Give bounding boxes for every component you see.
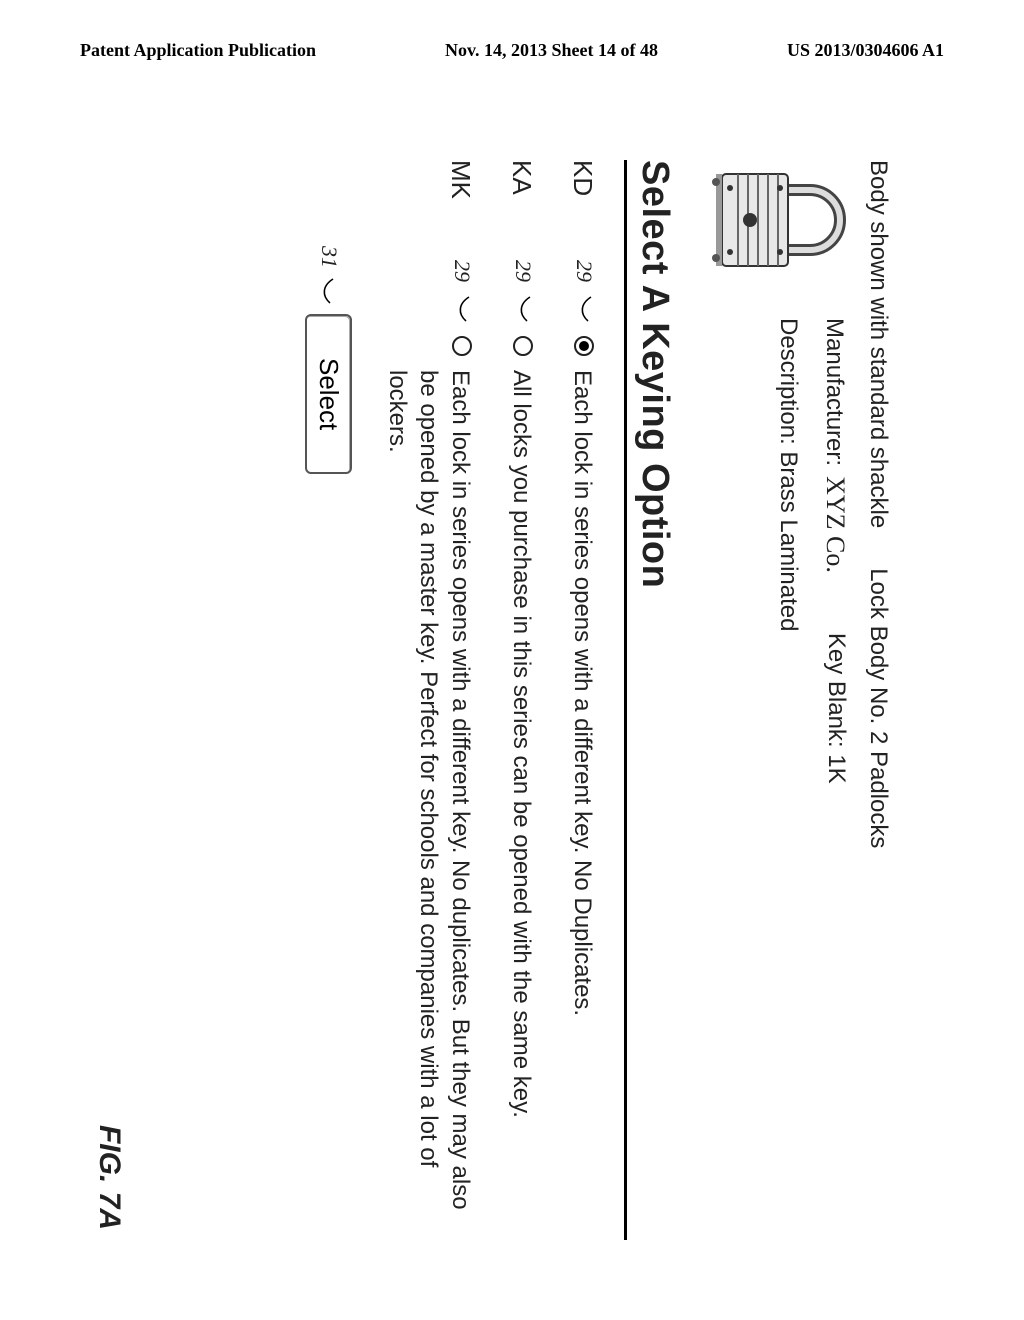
callout-31: 31 [316,246,342,268]
leader-line-icon [318,278,340,304]
option-code: KD [567,160,598,220]
product-row: Manufacturer: XYZ Co. Key Blank: 1K Desc… [710,160,850,1240]
top-caption-row: Body shown with standard shackle Lock Bo… [864,160,892,1240]
radio-mk[interactable] [452,336,472,356]
description-value: Brass Laminated [775,451,802,631]
option-code: MK [445,160,476,220]
padlock-icon [710,160,850,280]
select-button[interactable]: Select [305,314,352,474]
figure-7a-content: Body shown with standard shackle Lock Bo… [132,160,892,1240]
header-right: US 2013/0304606 A1 [787,40,944,61]
keying-option-mk[interactable]: MK 29 Each lock in series opens with a d… [382,160,476,1240]
option-desc: Each lock in series opens with a differe… [567,370,598,1240]
option-desc: Each lock in series opens with a differe… [382,370,476,1240]
keying-option-kd[interactable]: KD 29 Each lock in series opens with a d… [567,160,598,1240]
leader-line-icon [515,296,537,322]
caption-body-shown: Body shown with standard shackle [864,160,892,528]
header-center: Nov. 14, 2013 Sheet 14 of 48 [445,40,658,61]
radio-ka[interactable] [513,336,533,356]
manufacturer-label: Manufacturer: [820,318,848,466]
select-row: 31 Select [305,160,352,1240]
leader-line-icon [576,296,598,322]
option-desc: All locks you purchase in this series ca… [506,370,537,1240]
option-code: KA [506,160,537,220]
radio-kd[interactable] [574,336,594,356]
keying-option-ka[interactable]: KA 29 All locks you purchase in this ser… [506,160,537,1240]
patent-header: Patent Application Publication Nov. 14, … [80,40,944,61]
description-label: Description: [775,318,802,445]
keyblank-label: Key Blank: [823,633,850,748]
caption-lock-body: Lock Body No. 2 Padlocks [864,568,892,848]
keyblank-value: 1K [823,754,850,783]
callout-29: 29 [449,234,476,282]
manufacturer-value: XYZ Co. [820,476,850,573]
leader-line-icon [454,296,476,322]
callout-29: 29 [571,234,598,282]
callout-29: 29 [510,234,537,282]
figure-label: FIG. 7A [92,1125,126,1230]
section-title-keying: Select A Keying Option [624,160,676,1240]
header-left: Patent Application Publication [80,40,316,61]
product-meta: Manufacturer: XYZ Co. Key Blank: 1K Desc… [774,318,850,1240]
